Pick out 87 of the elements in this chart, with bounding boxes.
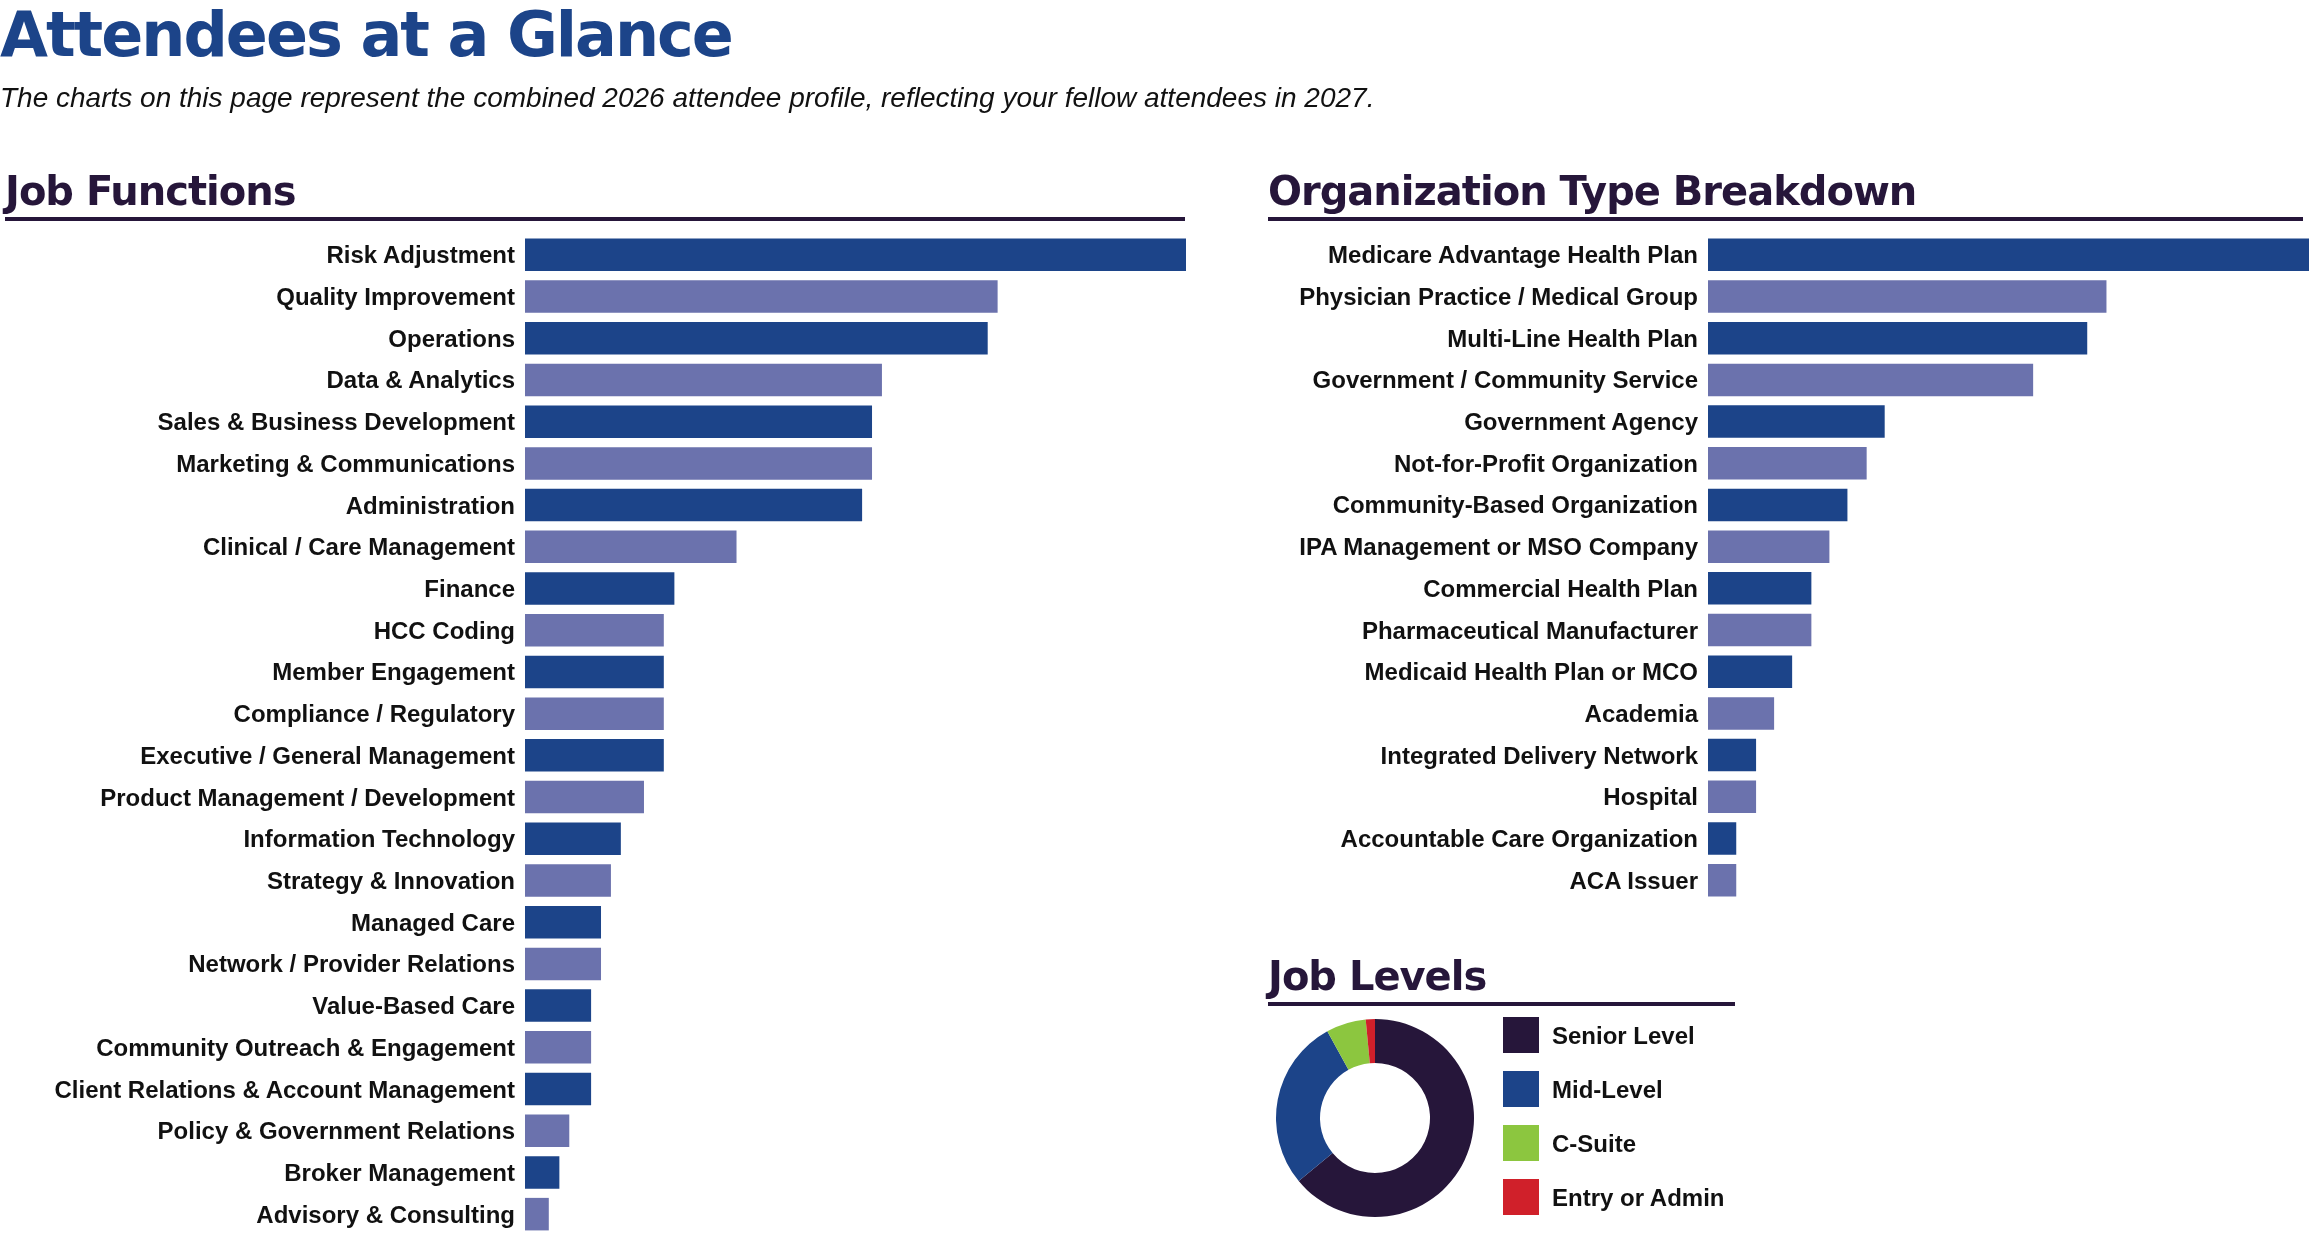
y-tick-label: HCC Coding: [373, 616, 515, 644]
bar: [525, 780, 644, 814]
bar: [525, 905, 602, 939]
y-tick-label: Value-Based Care: [312, 992, 515, 1020]
bar: [1708, 530, 1830, 563]
bar: [1708, 280, 2107, 313]
bar: [525, 405, 873, 438]
y-tick-label: Member Engagement: [272, 658, 516, 686]
y-tick-label: Policy & Government Relations: [157, 1117, 515, 1145]
bar: [1708, 447, 1867, 480]
bar: [525, 322, 988, 355]
text: Attendees at a Glance: [0, 0, 733, 71]
bar: [525, 488, 863, 522]
y-tick-label: Finance: [424, 575, 515, 603]
bar: [525, 447, 873, 480]
y-tick-label: ACA Issuer: [1569, 866, 1698, 894]
y-tick-label: Integrated Delivery Network: [1380, 741, 1699, 769]
y-tick-label: Not-for-Profit Organization: [1394, 449, 1698, 477]
bar: [525, 655, 664, 689]
bar: [525, 864, 611, 897]
bar: [1708, 655, 1793, 688]
y-tick-label: Administration: [345, 491, 515, 519]
y-tick-label: Executive / General Management: [140, 741, 516, 769]
bar: [525, 363, 882, 397]
legend-label: Entry or Admin: [1552, 1183, 1725, 1211]
y-tick-label: Strategy & Innovation: [266, 866, 515, 894]
bar: [525, 947, 602, 981]
bar: [525, 1197, 549, 1231]
bar: [525, 238, 1186, 272]
bar: [1708, 863, 1737, 897]
y-tick-label: Broker Management: [284, 1158, 515, 1186]
y-tick-label: Academia: [1584, 699, 1699, 727]
bar: [1708, 738, 1757, 772]
bar: [525, 1031, 592, 1064]
legend-label: Senior Level: [1552, 1021, 1695, 1049]
bar: [1708, 363, 2034, 397]
y-tick-label: Government Agency: [1464, 408, 1699, 436]
y-tick-label: IPA Management or MSO Company: [1299, 533, 1699, 561]
y-tick-label: Sales & Business Development: [157, 408, 516, 436]
y-tick-label: Quality Improvement: [276, 283, 515, 311]
y-tick-label: Community Outreach & Engagement: [96, 1033, 515, 1061]
bar: [525, 739, 664, 772]
y-tick-label: Community-Based Organization: [1332, 491, 1698, 519]
bar: [1708, 238, 2309, 272]
y-tick-label: Compliance / Regulatory: [233, 700, 516, 728]
legend-label: C-Suite: [1552, 1129, 1636, 1157]
bar: [525, 989, 592, 1022]
y-tick-label: Physician Practice / Medical Group: [1299, 283, 1698, 311]
bar: [525, 822, 621, 856]
y-tick-label: Risk Adjustment: [326, 241, 515, 269]
y-tick-label: Product Management / Development: [100, 783, 515, 811]
chart-title: Organization Type Breakdown: [1268, 165, 2303, 221]
y-tick-label: Accountable Care Organization: [1340, 824, 1698, 852]
y-tick-label: Managed Care: [350, 908, 515, 936]
y-tick-label: Commercial Health Plan: [1423, 574, 1698, 602]
y-tick-label: Hospital: [1603, 783, 1698, 811]
y-tick-label: Medicaid Health Plan or MCO: [1364, 658, 1698, 686]
bar: [525, 1156, 560, 1189]
y-tick-label: Medicare Advantage Health Plan: [1328, 241, 1698, 269]
y-tick-label: Pharmaceutical Manufacturer: [1361, 616, 1698, 644]
bar: [1708, 613, 1812, 647]
y-tick-label: Operations: [388, 324, 515, 352]
y-tick-label: Network / Provider Relations: [188, 950, 515, 978]
bar: [1708, 572, 1812, 605]
bar: [525, 280, 998, 313]
bar: [525, 530, 737, 564]
y-tick-label: Information Technology: [243, 825, 516, 853]
bar: [525, 697, 664, 730]
bar: [525, 1114, 570, 1147]
text: The charts on this page represent the combined 2026 attendee profile, reflecting your fellow attendees in 2027.: [0, 82, 1376, 114]
bar: [1708, 697, 1775, 730]
bar: [525, 1072, 592, 1106]
y-tick-label: Multi-Line Health Plan: [1447, 324, 1698, 352]
y-tick-label: Advisory & Consulting: [256, 1200, 515, 1228]
bar: [1708, 780, 1757, 814]
y-tick-label: Clinical / Care Management: [202, 533, 516, 561]
bar: [1708, 321, 2088, 355]
bar: [1708, 822, 1737, 855]
y-tick-label: Marketing & Communications: [176, 449, 515, 477]
y-tick-label: Government / Community Service: [1312, 366, 1698, 394]
legend-label: Mid-Level: [1552, 1075, 1663, 1103]
bar: [525, 572, 675, 605]
bar: [525, 613, 664, 647]
bar: [1708, 488, 1848, 522]
y-tick-label: Data & Analytics: [326, 366, 515, 394]
bar: [1708, 405, 1885, 438]
y-tick-label: Client Relations & Account Management: [54, 1075, 516, 1103]
